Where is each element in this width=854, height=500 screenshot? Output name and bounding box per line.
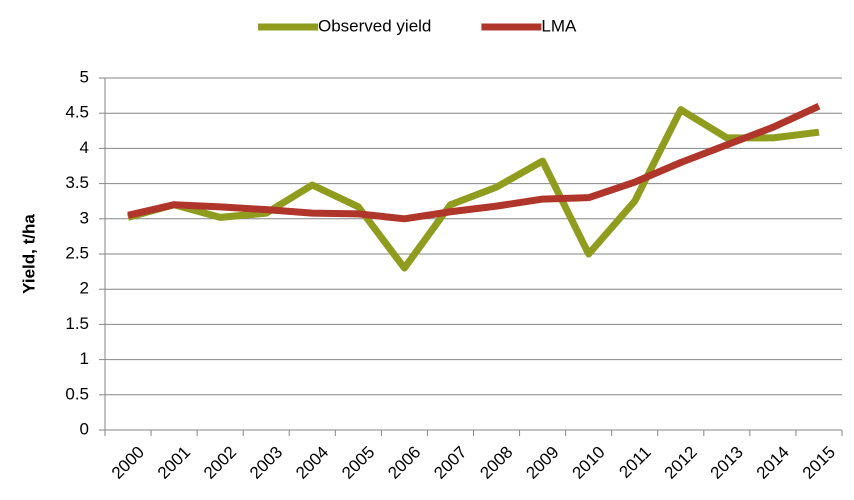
y-tick-label: 0.5 [65,384,89,403]
x-tick-label: 2011 [615,443,654,482]
x-tick-label: 2010 [568,443,608,483]
y-tick-label: 2.5 [65,243,89,262]
y-tick-label: 2 [80,279,89,298]
x-tick-label: 2008 [476,443,516,483]
x-tick-label: 2014 [753,443,793,483]
y-tick-label: 1 [80,349,89,368]
x-tick-label: 2007 [430,443,470,483]
x-tick-label: 2000 [108,443,148,483]
x-tick-label: 2005 [338,443,378,483]
y-tick-label: 1.5 [65,314,89,333]
line-series [127,106,820,272]
legend-label: Observed yield [318,16,431,35]
x-tick-label: 2004 [292,443,332,483]
x-tick-label: 2006 [384,443,424,483]
x-tick-label: 2012 [661,443,701,483]
x-tick-label: 2003 [246,443,286,483]
y-tick-label: 4 [80,138,89,157]
x-tick-label: 2009 [522,443,562,483]
x-tick-label: 2013 [707,443,747,483]
y-axis-label: Yield, t/ha [19,214,38,294]
x-tick-label: 2015 [799,443,839,483]
x-tick-label: 2001 [154,443,194,483]
y-tick-label: 3 [80,208,89,227]
legend-label: LMA [541,16,577,35]
y-tick-label: 3.5 [65,173,89,192]
line-series [127,102,821,223]
y-tick-label: 4.5 [65,103,89,122]
y-tick-label: 5 [80,67,89,86]
x-tick-label: 2002 [200,443,240,483]
y-tick-label: 0 [80,419,89,438]
